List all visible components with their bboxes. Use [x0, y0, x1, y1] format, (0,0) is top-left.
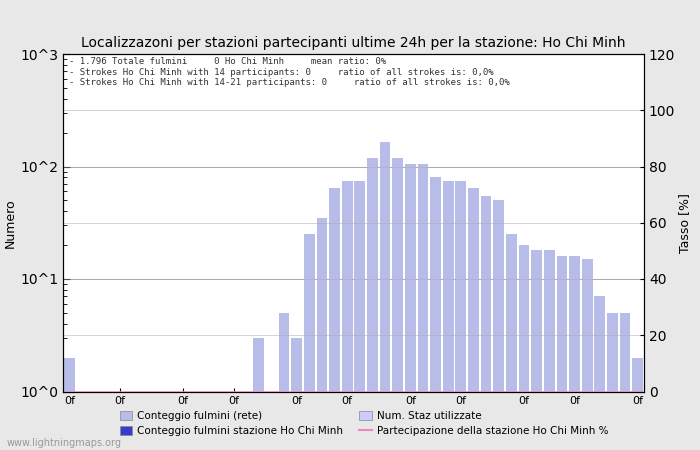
Bar: [620, 313, 631, 450]
Bar: [127, 392, 138, 450]
Bar: [392, 158, 403, 450]
Bar: [531, 250, 542, 450]
Bar: [354, 180, 365, 450]
Bar: [367, 158, 378, 450]
Bar: [329, 188, 340, 450]
Bar: [304, 234, 315, 450]
Bar: [266, 392, 276, 450]
Bar: [216, 392, 226, 450]
Bar: [379, 142, 391, 450]
Bar: [405, 164, 416, 450]
Bar: [342, 180, 353, 450]
Bar: [594, 297, 606, 450]
Bar: [607, 313, 618, 450]
Bar: [506, 234, 517, 450]
Bar: [253, 338, 264, 450]
Bar: [76, 392, 88, 450]
Bar: [519, 245, 529, 450]
Bar: [456, 180, 466, 450]
Bar: [228, 392, 239, 450]
Bar: [178, 392, 188, 450]
Bar: [418, 164, 428, 450]
Bar: [556, 256, 567, 450]
Bar: [203, 392, 214, 450]
Text: www.lightningmaps.org: www.lightningmaps.org: [7, 438, 122, 448]
Bar: [153, 392, 163, 450]
Bar: [115, 392, 125, 450]
Bar: [582, 259, 592, 450]
Text: - 1.796 Totale fulmini     0 Ho Chi Minh     mean ratio: 0%
- Strokes Ho Chi Min: - 1.796 Totale fulmini 0 Ho Chi Minh mea…: [69, 57, 510, 87]
Bar: [190, 392, 201, 450]
Bar: [481, 196, 491, 450]
Bar: [64, 358, 75, 450]
Bar: [316, 218, 328, 450]
Bar: [569, 256, 580, 450]
Bar: [165, 392, 176, 450]
Bar: [430, 177, 441, 450]
Legend: Conteggio fulmini (rete), Conteggio fulmini stazione Ho Chi Minh, Num. Staz util: Conteggio fulmini (rete), Conteggio fulm…: [116, 407, 612, 440]
Bar: [279, 313, 289, 450]
Bar: [291, 338, 302, 450]
Y-axis label: Tasso [%]: Tasso [%]: [678, 193, 691, 253]
Bar: [494, 200, 504, 450]
Bar: [241, 392, 251, 450]
Title: Localizzazoni per stazioni partecipanti ultime 24h per la stazione: Ho Chi Minh: Localizzazoni per stazioni partecipanti …: [81, 36, 626, 50]
Bar: [89, 392, 100, 450]
Bar: [632, 358, 643, 450]
Bar: [102, 392, 113, 450]
Bar: [443, 180, 454, 450]
Bar: [140, 392, 150, 450]
Bar: [544, 250, 554, 450]
Y-axis label: Numero: Numero: [4, 198, 18, 248]
Bar: [468, 188, 479, 450]
